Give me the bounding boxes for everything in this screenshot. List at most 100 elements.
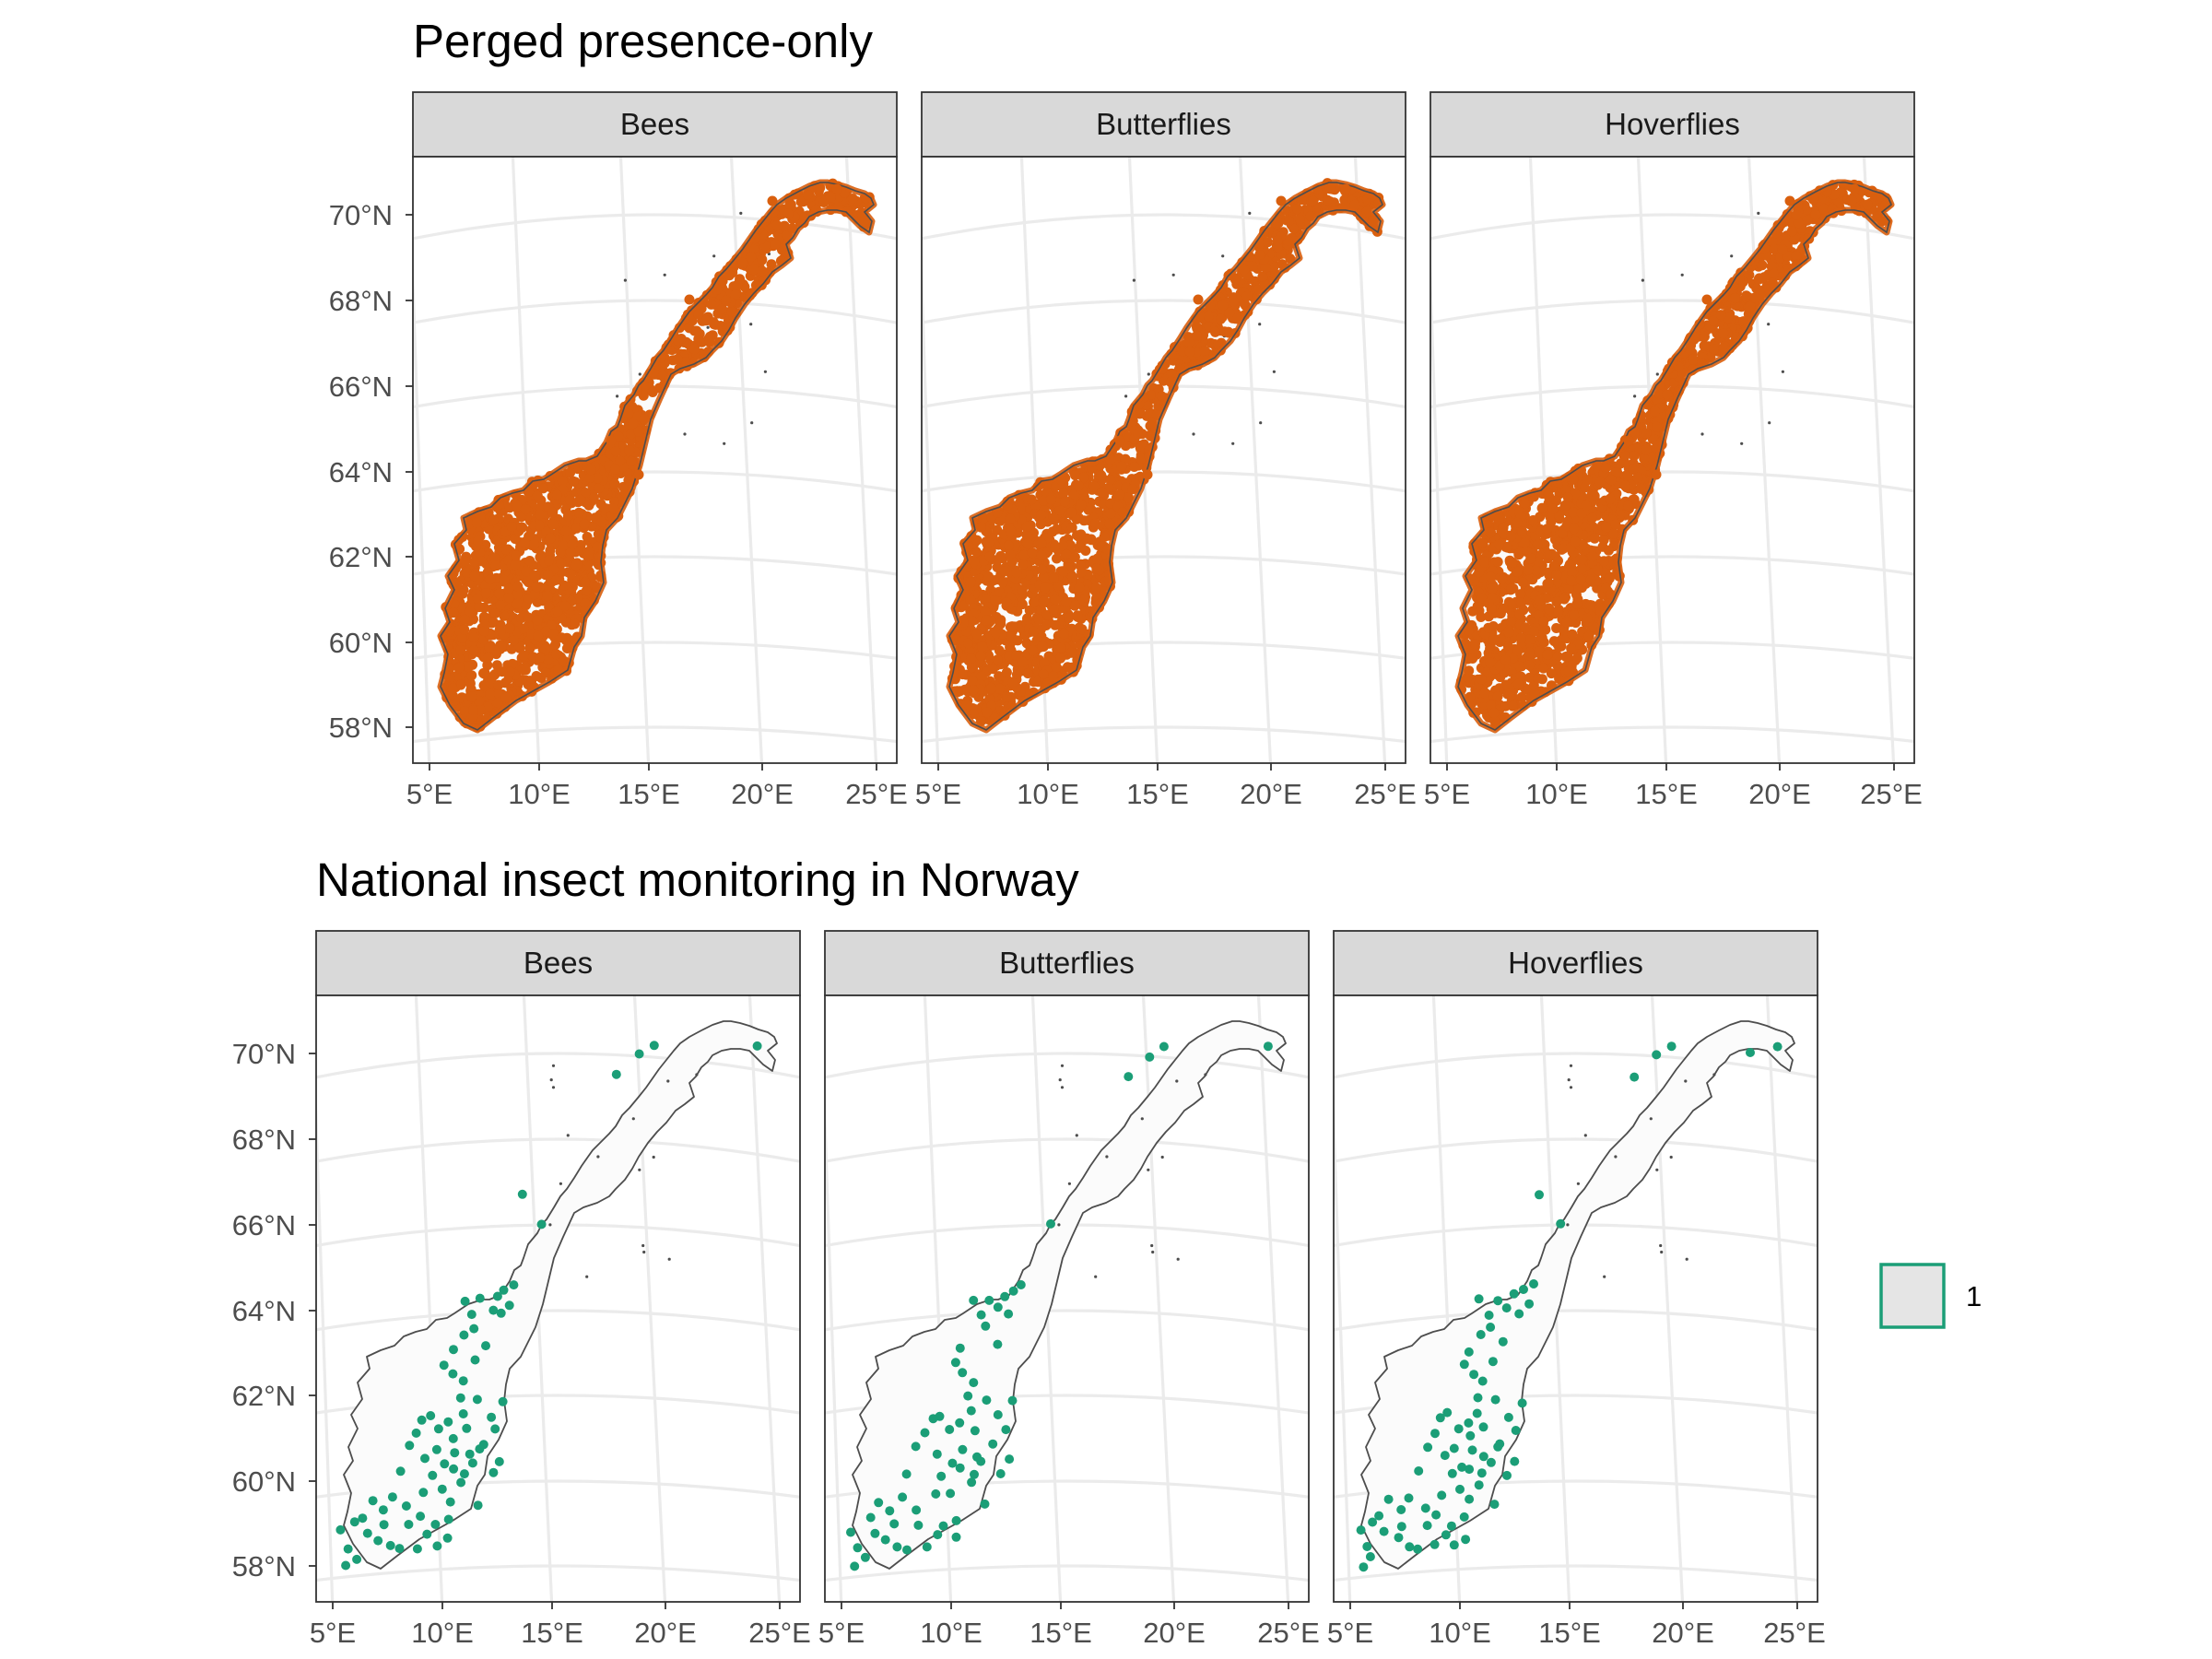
presence-point [1524, 634, 1535, 645]
presence-point [779, 220, 790, 231]
presence-point [1230, 313, 1241, 324]
presence-point [1166, 368, 1177, 379]
presence-point [478, 626, 489, 637]
presence-point [1021, 638, 1032, 649]
presence-point [1037, 564, 1048, 575]
occurrence-points [846, 1041, 1273, 1571]
presence-point [469, 557, 480, 568]
presence-point [1749, 292, 1760, 303]
presence-point [1127, 484, 1138, 495]
presence-point [859, 216, 870, 227]
presence-point [1662, 389, 1673, 400]
presence-point [535, 501, 547, 512]
presence-point [610, 464, 620, 475]
monitoring-site [416, 1512, 426, 1522]
presence-point [1091, 582, 1102, 594]
monitoring-site [443, 1417, 453, 1427]
presence-point [1507, 700, 1518, 712]
presence-point [1051, 662, 1062, 673]
presence-point [466, 691, 477, 702]
presence-point [1524, 647, 1535, 658]
presence-point [564, 494, 575, 505]
presence-point [558, 540, 569, 551]
monitoring-site [433, 1424, 443, 1434]
presence-point [976, 671, 987, 682]
presence-point [1067, 571, 1078, 582]
monitoring-site [928, 1414, 938, 1424]
presence-point [1566, 643, 1577, 653]
presence-point [596, 516, 607, 527]
presence-point [519, 537, 530, 548]
presence-point [831, 183, 842, 194]
presence-point [1576, 554, 1587, 565]
presence-point [1729, 293, 1740, 303]
presence-point [995, 550, 1006, 561]
norway-outline [343, 1020, 778, 1570]
presence-point [999, 566, 1010, 577]
presence-point [1239, 265, 1250, 276]
presence-point [1038, 495, 1049, 506]
presence-point [1592, 565, 1603, 575]
monitoring-site [417, 1415, 427, 1425]
presence-point [520, 504, 531, 514]
presence-point [1512, 517, 1523, 528]
presence-point [1229, 296, 1240, 307]
presence-point [500, 692, 512, 703]
presence-point [1294, 214, 1305, 225]
presence-point [1069, 600, 1080, 611]
monitoring-site [411, 1428, 421, 1438]
presence-point [606, 435, 617, 446]
presence-point [1077, 472, 1088, 483]
presence-point [1512, 645, 1523, 656]
presence-point [1049, 572, 1059, 583]
presence-point [1519, 498, 1530, 509]
presence-point [1048, 512, 1059, 524]
monitoring-site [405, 1441, 415, 1451]
presence-point [1104, 518, 1115, 529]
presence-point [1548, 636, 1559, 647]
presence-point [721, 295, 732, 306]
presence-point [1496, 634, 1507, 645]
monitoring-site [368, 1496, 378, 1506]
presence-point [1029, 597, 1040, 607]
presence-point [1629, 451, 1640, 462]
presence-point [580, 488, 591, 498]
presence-point [1802, 215, 1813, 226]
presence-point [1575, 574, 1586, 585]
presence-point [961, 700, 972, 710]
presence-point [1551, 623, 1562, 633]
presence-point [1505, 617, 1516, 627]
presence-point [975, 651, 986, 661]
presence-point [647, 387, 658, 397]
presence-point [566, 569, 576, 580]
presence-point [1027, 547, 1038, 558]
monitoring-site [993, 1302, 1003, 1312]
presence-point [523, 612, 534, 623]
presence-point [1487, 583, 1498, 594]
presence-point [529, 539, 540, 550]
presence-point [507, 658, 518, 669]
monitoring-site [938, 1521, 948, 1531]
presence-point [448, 607, 459, 618]
presence-point [1503, 627, 1514, 638]
presence-point [459, 614, 470, 625]
presence-point [1073, 480, 1084, 491]
strip-bees-monitoring: Bees [315, 930, 801, 996]
presence-point [975, 522, 986, 533]
presence-point [1485, 657, 1496, 668]
presence-point [540, 667, 551, 678]
presence-point [1538, 616, 1548, 627]
presence-point [1489, 715, 1500, 726]
presence-point [730, 289, 741, 300]
presence-point [1563, 583, 1574, 594]
presence-point [673, 335, 684, 347]
presence-point [1801, 205, 1812, 216]
monitoring-site [459, 1469, 469, 1479]
presence-point [556, 632, 567, 643]
presence-point [982, 707, 993, 718]
presence-point [1569, 610, 1580, 621]
presence-point [1022, 668, 1033, 679]
presence-point [1470, 639, 1480, 650]
presence-point [1260, 263, 1271, 274]
